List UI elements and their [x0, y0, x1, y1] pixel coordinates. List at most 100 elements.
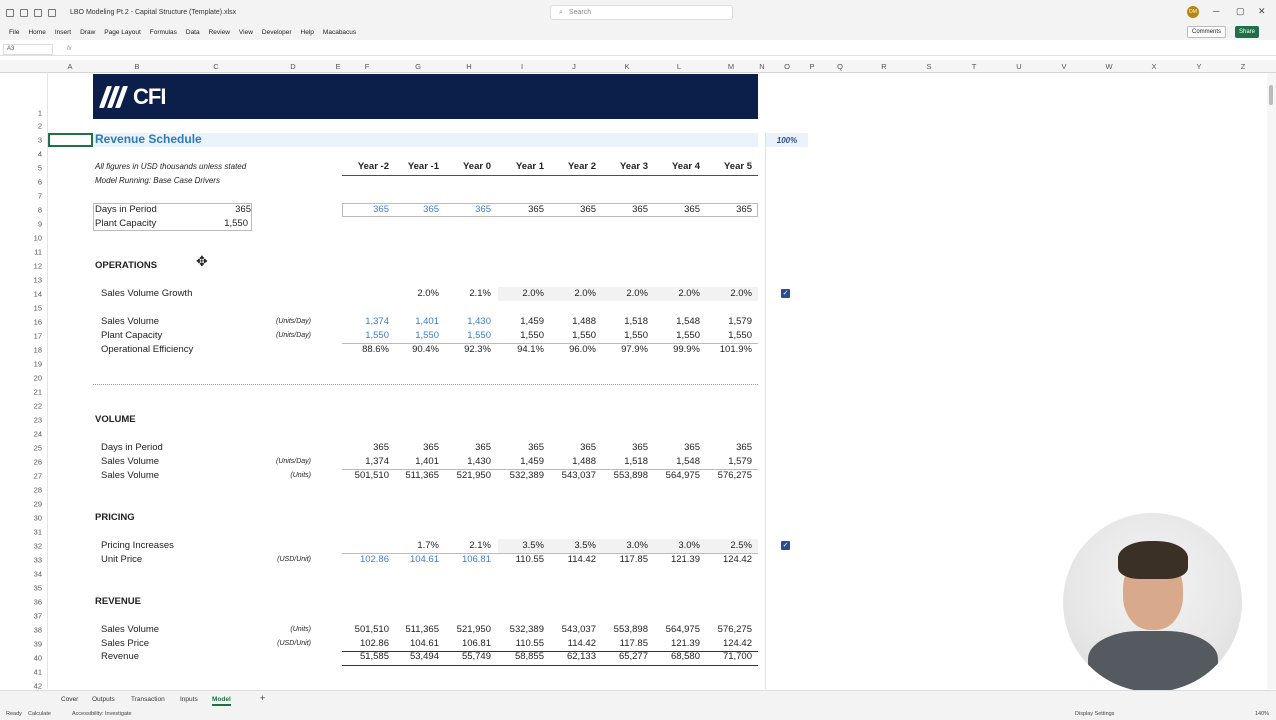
- r18-cell[interactable]: 88.6%: [362, 344, 389, 355]
- r26-cell[interactable]: 1,518: [624, 456, 648, 467]
- column-header-h[interactable]: H: [466, 62, 472, 71]
- r8-cell[interactable]: 365: [580, 204, 596, 215]
- r33-cell[interactable]: 102.86: [359, 554, 389, 565]
- r25-cell[interactable]: 365: [684, 442, 700, 453]
- r14-cell[interactable]: 2.0%: [678, 288, 700, 299]
- r26-cell[interactable]: 1,548: [676, 456, 700, 467]
- r38-cell[interactable]: 511,365: [405, 624, 439, 635]
- r32-cell[interactable]: 2.1%: [469, 540, 491, 551]
- r33-cell[interactable]: 110.55: [515, 554, 544, 565]
- r17-cell[interactable]: 1,550: [520, 330, 544, 341]
- row-header-22[interactable]: 22: [33, 401, 42, 411]
- column-header-g[interactable]: G: [415, 62, 421, 71]
- r32-cell[interactable]: 3.5%: [574, 540, 596, 551]
- r27-cell[interactable]: 521,950: [456, 470, 491, 481]
- row-header-15[interactable]: 15: [33, 303, 42, 313]
- r27-cell[interactable]: 564,975: [665, 470, 700, 481]
- years-cell[interactable]: Year -1: [407, 161, 439, 172]
- row-header-34[interactable]: 34: [33, 569, 42, 579]
- r8-cell[interactable]: 365: [736, 204, 752, 215]
- row-header-35[interactable]: 35: [33, 583, 42, 593]
- row-header-25[interactable]: 25: [33, 443, 42, 453]
- menu-page-layout[interactable]: Page Layout: [104, 29, 141, 36]
- row-header-40[interactable]: 40: [33, 653, 42, 663]
- row-header-3[interactable]: 3: [37, 135, 42, 145]
- tab-cover[interactable]: Cover: [61, 696, 79, 703]
- r27-cell[interactable]: 553,898: [613, 470, 648, 481]
- save-icon[interactable]: [20, 8, 28, 17]
- r38-cell[interactable]: 543,037: [561, 624, 596, 635]
- status-calculate[interactable]: Calculate: [28, 711, 51, 717]
- r26-cell[interactable]: 1,430: [467, 456, 491, 467]
- r16-cell[interactable]: 1,430: [467, 316, 491, 327]
- r33-cell[interactable]: 121.39: [670, 554, 700, 565]
- r17-cell[interactable]: 1,550: [415, 330, 439, 341]
- row-header-31[interactable]: 31: [33, 527, 42, 537]
- r16-cell[interactable]: 1,579: [728, 316, 752, 327]
- display-settings[interactable]: Display Settings: [1075, 711, 1115, 717]
- r27-cell[interactable]: 532,389: [509, 470, 544, 481]
- r14-cell[interactable]: 2.0%: [522, 288, 544, 299]
- r39-cell[interactable]: 102.86: [359, 638, 389, 649]
- r27-cell[interactable]: 576,275: [717, 470, 752, 481]
- vertical-scrollbar[interactable]: [1267, 73, 1276, 689]
- r16-cell[interactable]: 1,548: [676, 316, 700, 327]
- r17-cell[interactable]: 1,550: [624, 330, 648, 341]
- column-header-a[interactable]: A: [67, 62, 73, 71]
- r17-cell[interactable]: 1,550: [728, 330, 752, 341]
- r32-cell[interactable]: 1.7%: [417, 540, 439, 551]
- r38-cell[interactable]: 553,898: [613, 624, 648, 635]
- r16-cell[interactable]: 1,518: [624, 316, 648, 327]
- worksheet-grid[interactable]: CFI Revenue Schedule 100% All figures in…: [48, 73, 1267, 689]
- row-header-4[interactable]: 4: [37, 149, 42, 159]
- tab-transaction[interactable]: Transaction: [131, 696, 165, 703]
- r18-cell[interactable]: 90.4%: [412, 344, 439, 355]
- r38-cell[interactable]: 564,975: [665, 624, 700, 635]
- zoom-level[interactable]: 140%: [1255, 711, 1270, 717]
- row-header-9[interactable]: 9: [37, 219, 42, 229]
- column-header-x[interactable]: X: [1151, 62, 1157, 71]
- row-header-29[interactable]: 29: [33, 499, 42, 509]
- row-header-1[interactable]: 1: [37, 108, 42, 118]
- column-header-z[interactable]: Z: [1240, 62, 1246, 71]
- column-header-q[interactable]: Q: [837, 62, 843, 71]
- r18-cell[interactable]: 96.0%: [569, 344, 596, 355]
- column-header-u[interactable]: U: [1016, 62, 1022, 71]
- r40-cell[interactable]: 62,133: [566, 651, 596, 662]
- r8-cell[interactable]: 365: [684, 204, 700, 215]
- column-header-s[interactable]: S: [926, 62, 932, 71]
- column-header-t[interactable]: T: [971, 62, 977, 71]
- column-header-w[interactable]: W: [1105, 62, 1113, 71]
- years-cell[interactable]: Year 3: [620, 161, 648, 172]
- row-header-38[interactable]: 38: [33, 625, 42, 635]
- column-header-k[interactable]: K: [624, 62, 630, 71]
- r17-cell[interactable]: 1,550: [467, 330, 491, 341]
- menu-file[interactable]: File: [9, 29, 20, 36]
- r16-cell[interactable]: 1,401: [415, 316, 439, 327]
- r14-cell[interactable]: 2.1%: [469, 288, 491, 299]
- menu-home[interactable]: Home: [28, 29, 46, 36]
- r18-cell[interactable]: 99.9%: [673, 344, 700, 355]
- r18-cell[interactable]: 94.1%: [517, 344, 544, 355]
- row-header-5[interactable]: 5: [37, 163, 42, 173]
- undo-icon[interactable]: [34, 8, 42, 17]
- fx-icon[interactable]: fx: [67, 46, 72, 52]
- r16-cell[interactable]: 1,459: [520, 316, 544, 327]
- column-header-e[interactable]: E: [335, 62, 341, 71]
- row-header-17[interactable]: 17: [33, 331, 42, 341]
- r25-cell[interactable]: 365: [475, 442, 491, 453]
- r38-cell[interactable]: 532,389: [509, 624, 544, 635]
- autosave-icon[interactable]: [6, 8, 14, 17]
- menu-view[interactable]: View: [238, 29, 253, 36]
- r40-cell[interactable]: 68,580: [670, 651, 700, 662]
- r25-cell[interactable]: 365: [632, 442, 648, 453]
- r33-cell[interactable]: 114.42: [567, 554, 596, 565]
- r26-cell[interactable]: 1,579: [728, 456, 752, 467]
- tab-inputs[interactable]: Inputs: [180, 696, 198, 703]
- menu-developer[interactable]: Developer: [261, 29, 292, 36]
- add-sheet-button[interactable]: +: [260, 693, 266, 703]
- column-header-p[interactable]: P: [809, 62, 815, 71]
- years-cell[interactable]: Year 5: [724, 161, 752, 172]
- status-accessibility[interactable]: Accessibility: Investigate: [72, 711, 132, 717]
- r38-cell[interactable]: 521,950: [456, 624, 491, 635]
